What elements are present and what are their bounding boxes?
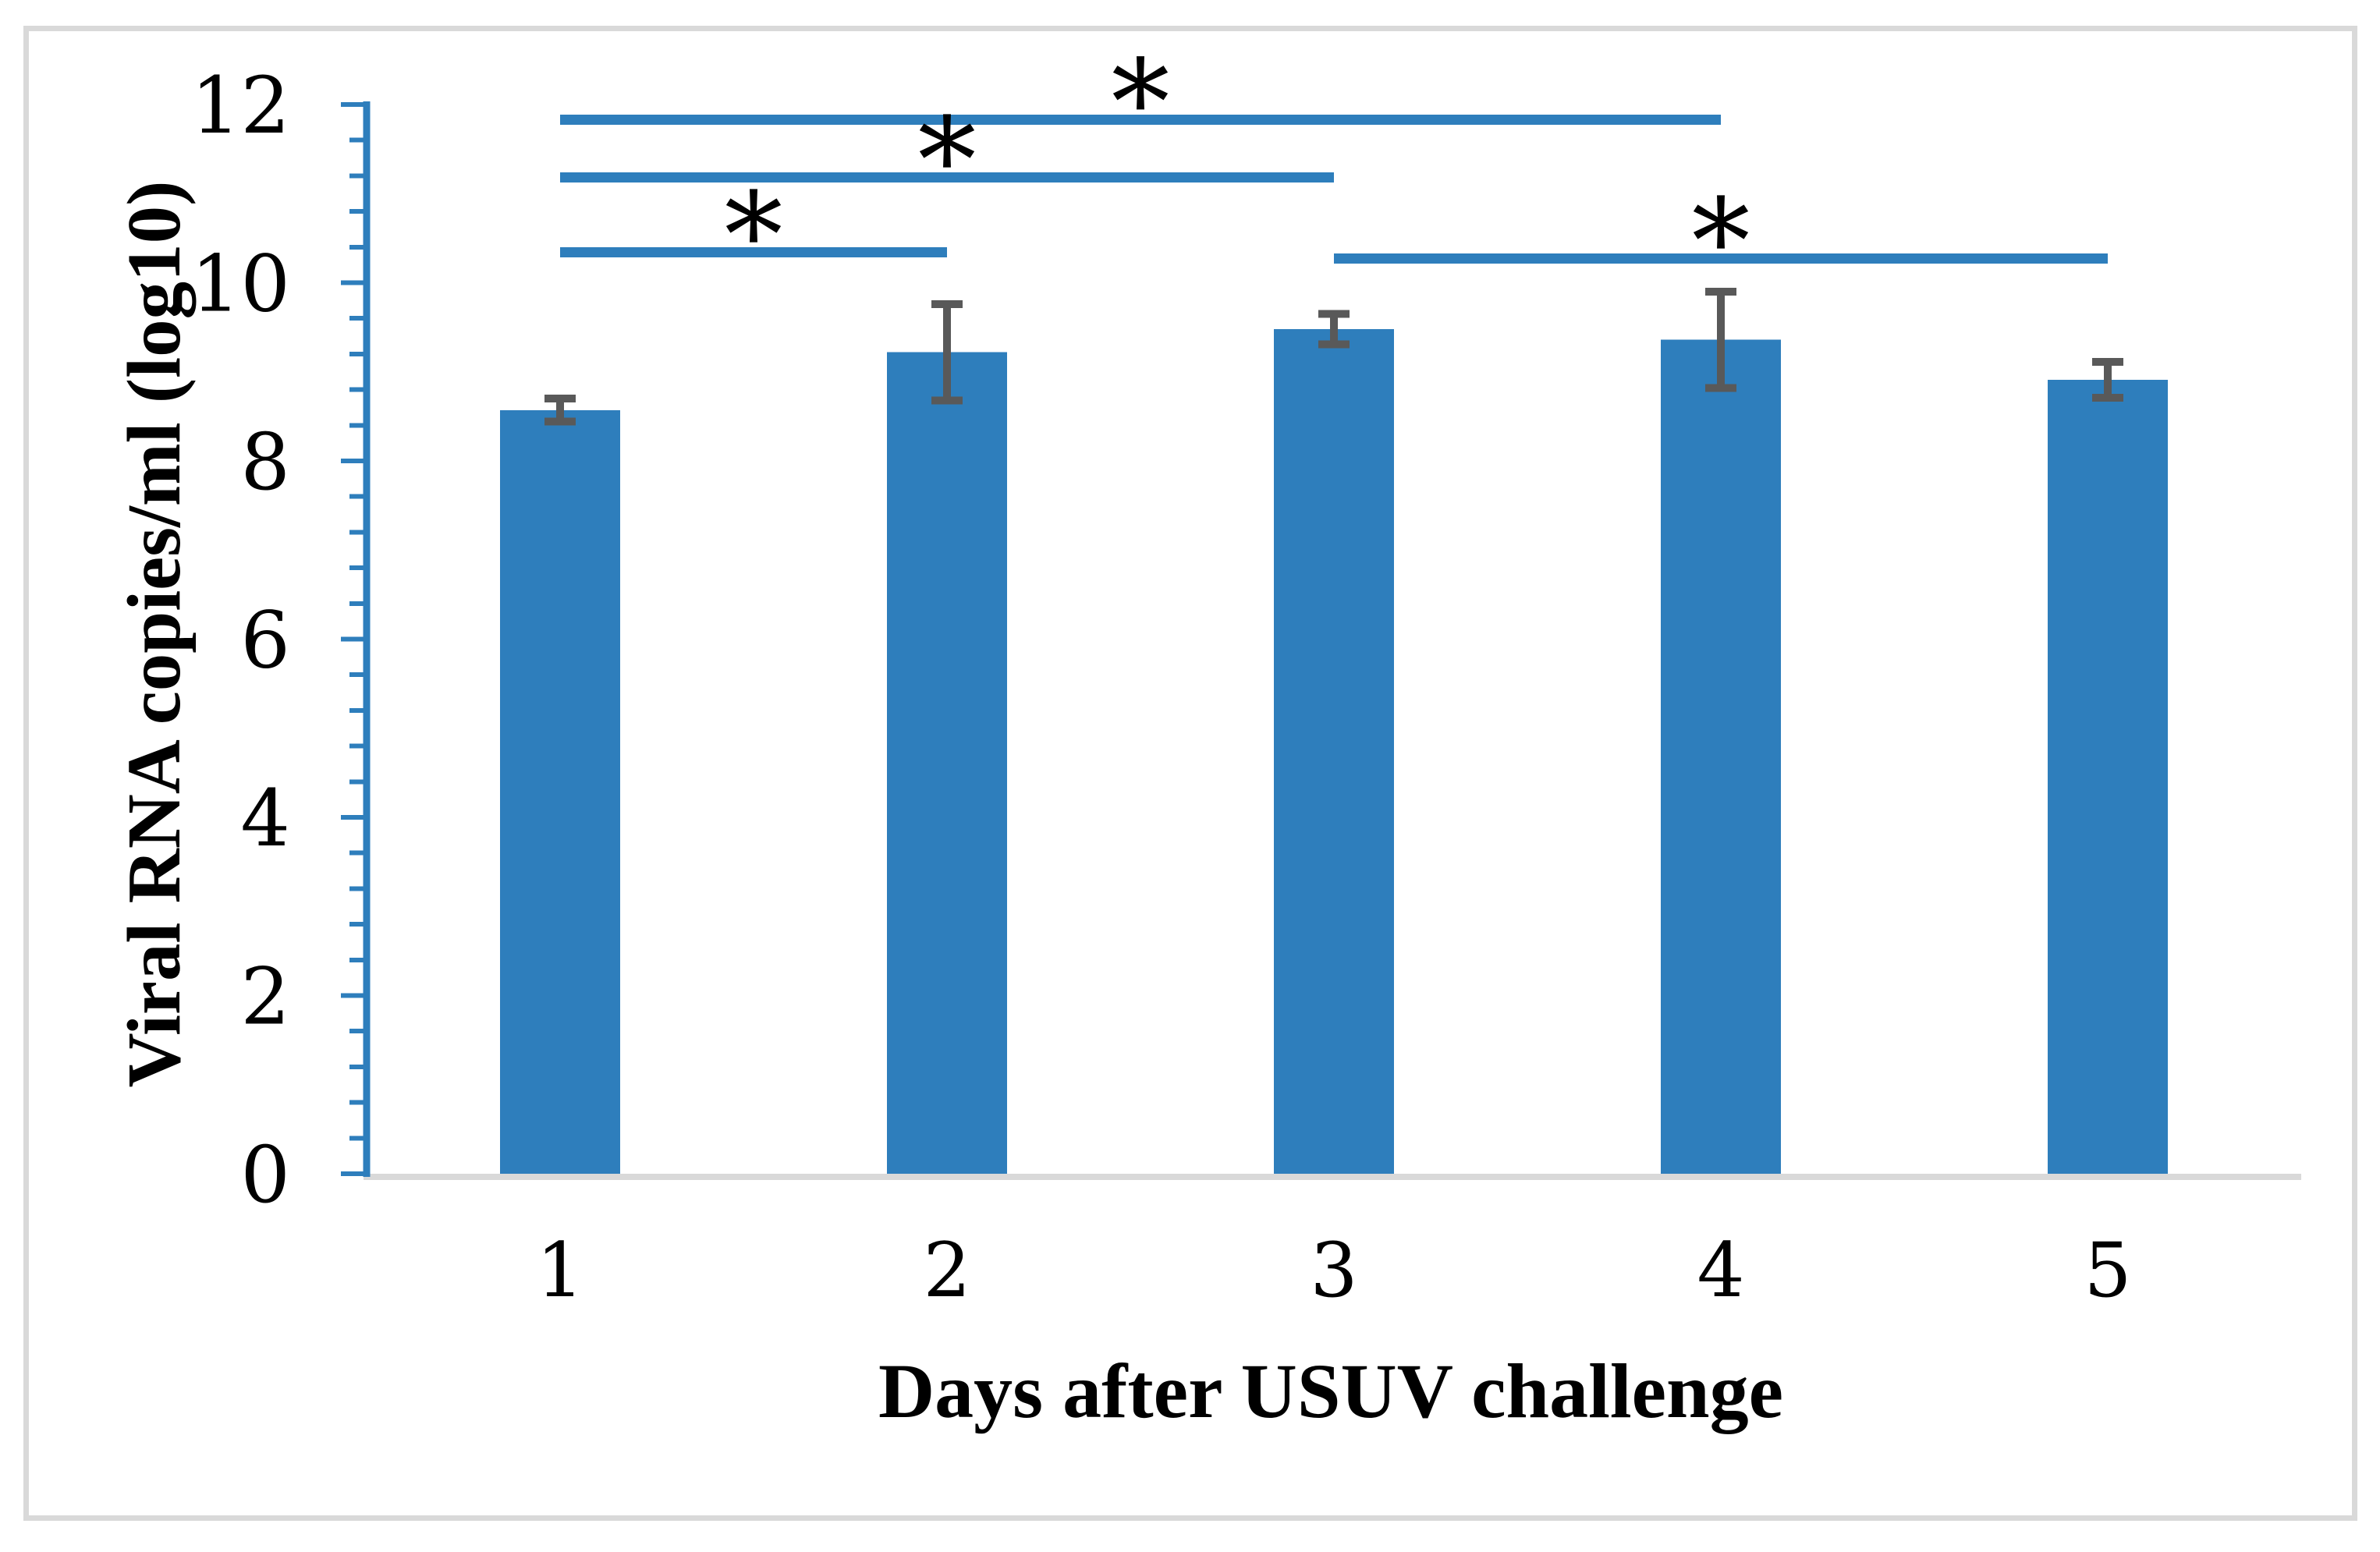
significance-asterisk: * [1692, 175, 1750, 310]
y-tick-label: 2 [240, 951, 290, 1043]
y-tick-label: 12 [191, 60, 290, 151]
x-tick-label: 3 [1310, 1227, 1357, 1314]
significance-asterisk: * [918, 94, 977, 229]
significance-asterisk: * [1112, 35, 1170, 171]
bar [500, 409, 620, 1174]
y-tick-label: 4 [240, 773, 290, 864]
significance-asterisk: * [725, 168, 783, 304]
x-tick-label: 2 [923, 1227, 970, 1314]
y-tick-label: 6 [240, 595, 290, 686]
x-tick-label: 4 [1697, 1227, 1744, 1314]
bar [1661, 339, 1781, 1174]
x-axis-title: Days after USUV challenge [878, 1348, 1784, 1434]
y-tick-label: 8 [240, 416, 290, 508]
x-tick-label: 1 [536, 1227, 583, 1314]
y-tick-label: 10 [191, 239, 290, 330]
figure-border [23, 26, 2357, 1521]
bar [887, 352, 1007, 1174]
y-tick-label: 0 [240, 1129, 290, 1221]
x-tick-label: 5 [2084, 1227, 2131, 1314]
bar [1274, 328, 1394, 1174]
bar [2048, 380, 2168, 1175]
y-axis-title: Viral RNA copies/ml (log10) [112, 180, 196, 1088]
